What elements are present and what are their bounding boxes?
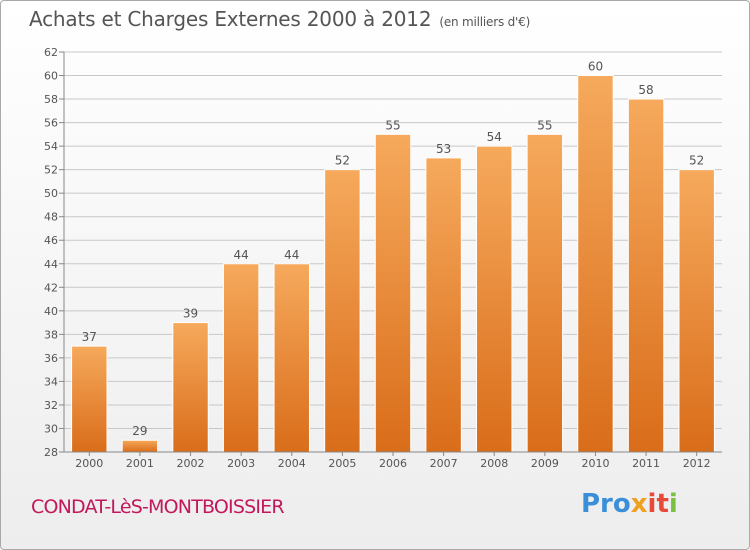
y-tick-label: 54 (44, 140, 58, 153)
y-tick-label: 50 (44, 187, 58, 200)
y-tick-label: 32 (44, 399, 58, 412)
data-label: 29 (132, 424, 147, 438)
axes (59, 51, 722, 456)
proxiti-logo[interactable]: Proxiti (581, 489, 678, 519)
y-tick-label: 34 (44, 375, 58, 388)
bar (577, 75, 614, 453)
x-tick-label: 2010 (581, 457, 609, 470)
data-label: 55 (385, 118, 400, 132)
x-tick-label: 2006 (379, 457, 407, 470)
bar (324, 169, 361, 453)
data-label: 44 (284, 248, 299, 262)
labels: 28 30 32 34 36 38 40 42 44 46 48 50 52 54 56 58 60 62 37 20… (44, 46, 711, 470)
chart-title: Achats et Charges Externes 2000 à 2012 (e… (29, 7, 530, 31)
x-tick-label: 2008 (480, 457, 508, 470)
y-tick-label: 44 (44, 258, 58, 271)
bar (476, 145, 513, 453)
bar (526, 133, 564, 453)
bars (71, 75, 715, 453)
y-tick-label: 36 (44, 352, 58, 365)
x-tick-label: 2004 (278, 457, 306, 470)
bar (71, 345, 108, 453)
logo-part-it: it (647, 489, 669, 519)
bar (627, 98, 665, 453)
data-label: 39 (183, 307, 198, 321)
y-tick-label: 28 (44, 446, 58, 459)
x-tick-label: 2011 (632, 457, 660, 470)
data-label: 55 (537, 118, 552, 132)
bar (425, 157, 462, 453)
x-tick-label: 2003 (227, 457, 255, 470)
x-tick-label: 2001 (126, 457, 154, 470)
x-tick-label: 2007 (430, 457, 458, 470)
data-label: 53 (436, 142, 451, 156)
y-tick-label: 62 (44, 46, 58, 59)
data-label: 54 (487, 130, 502, 144)
x-tick-label: 2009 (531, 457, 559, 470)
x-tick-label: 2000 (75, 457, 103, 470)
unit-note: (en milliers d'€) (439, 15, 531, 29)
y-tick-label: 58 (44, 93, 58, 106)
bar (678, 169, 715, 453)
data-label: 60 (588, 60, 603, 74)
place-name: CONDAT-LèS-MONTBOISSIER (31, 496, 285, 518)
bar (172, 322, 209, 453)
chart-title-text: Achats et Charges Externes 2000 à 2012 (29, 7, 432, 31)
y-tick-label: 38 (44, 328, 58, 341)
x-tick-label: 2002 (177, 457, 205, 470)
data-label: 37 (82, 330, 97, 344)
data-label: 52 (335, 154, 350, 168)
bar (222, 263, 260, 453)
data-label: 58 (638, 83, 653, 97)
y-tick-label: 56 (44, 117, 58, 130)
bar (374, 133, 412, 453)
data-label: 44 (234, 248, 249, 262)
logo-part-i: i (668, 489, 678, 519)
logo-part-x: x (630, 489, 648, 519)
x-tick-label: 2012 (683, 457, 711, 470)
y-tick-label: 48 (44, 211, 58, 224)
bar (273, 263, 310, 453)
y-tick-label: 30 (44, 422, 58, 435)
y-tick-label: 42 (44, 281, 58, 294)
y-tick-label: 40 (44, 305, 58, 318)
y-tick-label: 46 (44, 234, 58, 247)
bar (121, 439, 159, 453)
y-tick-label: 52 (44, 164, 58, 177)
data-label: 52 (689, 154, 704, 168)
y-tick-label: 60 (44, 70, 58, 83)
x-tick-label: 2005 (328, 457, 356, 470)
logo-part-pro: Pro (581, 489, 631, 519)
